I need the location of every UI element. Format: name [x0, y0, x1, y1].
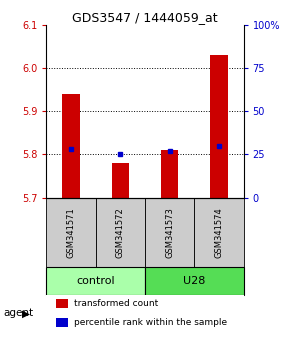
- Text: GSM341573: GSM341573: [165, 207, 174, 258]
- Bar: [112, 163, 129, 198]
- Bar: [46, 198, 96, 267]
- Text: U28: U28: [183, 276, 206, 286]
- Text: GSM341574: GSM341574: [214, 207, 224, 258]
- Bar: [145, 267, 244, 295]
- Bar: [96, 198, 145, 267]
- Text: control: control: [76, 276, 115, 286]
- Bar: [62, 94, 80, 198]
- Bar: [56, 318, 68, 327]
- Bar: [56, 299, 68, 308]
- Text: GSM341572: GSM341572: [116, 207, 125, 258]
- Bar: [46, 267, 145, 295]
- Text: percentile rank within the sample: percentile rank within the sample: [74, 318, 227, 327]
- Text: GSM341571: GSM341571: [66, 207, 76, 258]
- Text: transformed count: transformed count: [74, 299, 158, 308]
- Bar: [145, 198, 194, 267]
- Text: agent: agent: [3, 308, 33, 318]
- Bar: [194, 198, 244, 267]
- Bar: [210, 55, 228, 198]
- Bar: [161, 150, 178, 198]
- Title: GDS3547 / 1444059_at: GDS3547 / 1444059_at: [72, 11, 218, 24]
- Text: ▶: ▶: [22, 308, 30, 318]
